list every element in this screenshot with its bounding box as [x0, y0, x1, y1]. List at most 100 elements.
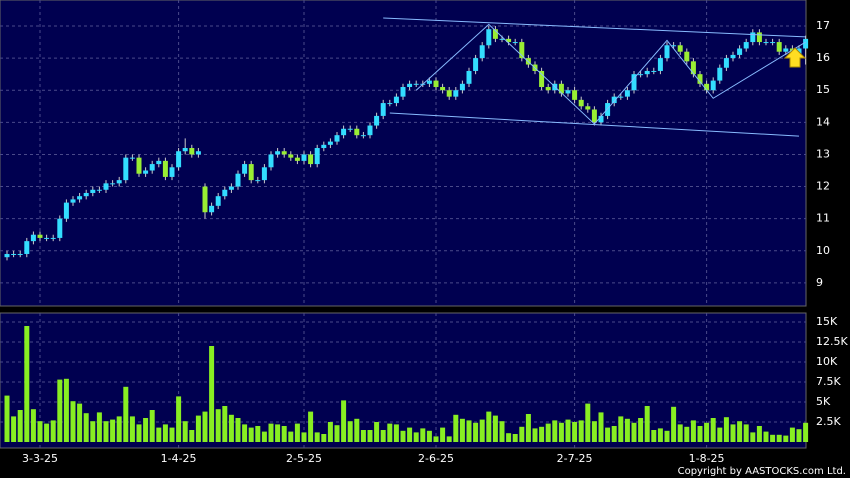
candle-body: [677, 45, 683, 52]
volume-bar: [116, 416, 122, 442]
candle-body: [162, 160, 168, 177]
volume-bar: [426, 430, 432, 442]
candle-body: [723, 58, 729, 68]
volume-bar: [400, 430, 406, 442]
volume-bar: [169, 427, 175, 442]
volume-bar: [248, 427, 254, 442]
volume-bar: [763, 431, 769, 442]
candle-body: [17, 253, 23, 255]
candle-body: [347, 128, 353, 130]
candle-body: [11, 253, 17, 255]
candle-body: [644, 70, 650, 75]
volume-bar: [539, 426, 545, 442]
candle-body: [684, 51, 690, 62]
volume-bar: [57, 379, 63, 442]
volume-bar: [301, 432, 307, 442]
volume-bar: [268, 423, 274, 442]
volume-bar: [558, 422, 564, 442]
candle-body: [578, 99, 584, 107]
volume-bar: [770, 434, 776, 442]
volume-bar: [605, 427, 611, 442]
volume-bar: [281, 426, 287, 442]
candle-body: [664, 45, 670, 59]
candle-body: [374, 115, 380, 126]
candle-body: [242, 164, 248, 174]
copyright: Copyright by AASTOCKS.com Ltd.: [678, 466, 846, 477]
candle-body: [341, 128, 347, 136]
candle-body: [492, 29, 498, 39]
candle-body: [558, 83, 564, 94]
volume-bar: [433, 436, 439, 442]
candle-body: [129, 157, 135, 159]
volume-bar: [321, 434, 327, 442]
candle-body: [176, 151, 182, 168]
y-tick-label: 15: [816, 83, 830, 96]
candle-body: [70, 199, 76, 203]
y2-tick-label: 5K: [816, 395, 831, 408]
volume-bar: [156, 427, 162, 442]
volume-bar: [413, 432, 419, 442]
volume-bar: [737, 421, 743, 442]
volume-bar: [387, 423, 393, 442]
candle-body: [50, 237, 56, 239]
candle-body: [301, 154, 307, 161]
candle-body: [565, 90, 571, 94]
y-tick-label: 11: [816, 212, 830, 225]
volume-bar: [129, 416, 135, 442]
volume-bar: [657, 428, 663, 442]
volume-bar: [598, 412, 604, 442]
candle-body: [255, 180, 261, 182]
y-tick-label: 9: [816, 276, 823, 289]
candle-body: [116, 180, 122, 184]
candle-body: [380, 103, 386, 116]
signal-arrow: [783, 47, 807, 68]
candle-body: [717, 67, 723, 81]
y-tick-label: 12: [816, 180, 830, 193]
candle-body: [459, 83, 465, 91]
candle-body: [77, 196, 83, 200]
volume-bar: [222, 406, 228, 442]
volume-bar: [624, 418, 630, 442]
volume-bar: [347, 421, 353, 442]
volume-bar: [552, 420, 558, 442]
candle-body: [426, 80, 432, 84]
candle-body: [24, 241, 30, 254]
candle-body: [631, 74, 637, 91]
candle-body: [4, 253, 10, 258]
candle-body: [96, 189, 102, 191]
volume-bar: [690, 420, 696, 442]
candle-body: [288, 154, 294, 158]
y-tick-label: 13: [816, 147, 830, 160]
candle-body: [222, 189, 228, 197]
candle-body: [156, 160, 162, 165]
volume-bar: [545, 423, 551, 442]
volume-bar: [532, 428, 538, 442]
volume-bar: [123, 386, 129, 442]
candle-body: [90, 189, 96, 193]
candle-body: [512, 42, 518, 44]
volume-bar: [228, 414, 234, 442]
candle-body: [393, 96, 399, 104]
volume-bar: [288, 431, 294, 442]
volume-bar: [37, 421, 43, 442]
candle-body: [506, 38, 512, 43]
volume-bar: [519, 426, 525, 442]
volume-bar: [367, 430, 373, 442]
volume-bar: [235, 418, 241, 442]
y2-tick-label: 2.5K: [816, 415, 841, 428]
candle-body: [314, 148, 320, 165]
x-tick-label: 2-5-25: [286, 452, 322, 465]
volume-bar: [578, 420, 584, 442]
candle-body: [400, 87, 406, 97]
candle-body: [572, 90, 578, 100]
price-panel: [0, 0, 807, 307]
candle-body: [143, 170, 149, 174]
candle-body: [743, 42, 749, 49]
volume-bar: [664, 430, 670, 442]
volume-bar: [407, 427, 413, 442]
candle-body: [182, 148, 188, 152]
candle-body: [261, 167, 267, 181]
candle-body: [327, 141, 333, 145]
candle-body: [671, 45, 677, 47]
